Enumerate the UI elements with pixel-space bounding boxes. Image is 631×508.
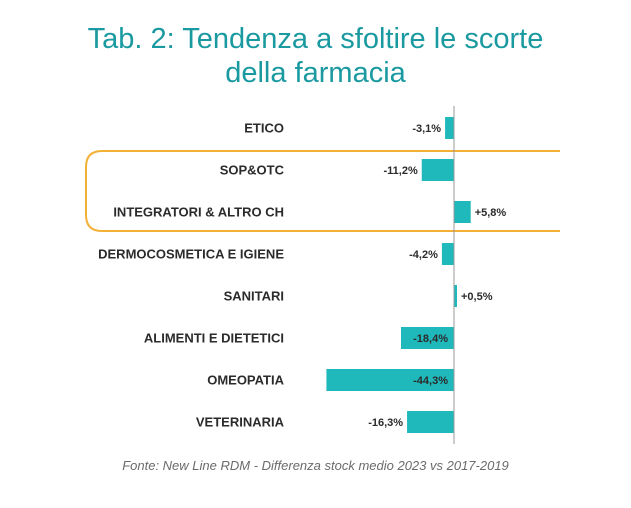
value-label: +0,5%	[461, 291, 493, 303]
bar	[407, 411, 454, 433]
value-label: -11,2%	[383, 165, 417, 177]
category-label: SANITARI	[224, 289, 284, 304]
chart-title-line-2: della farmacia	[225, 57, 406, 89]
value-label: -16,3%	[368, 417, 403, 429]
bar	[421, 159, 454, 181]
value-label: -3,1%	[412, 123, 441, 135]
source-note: Fonte: New Line RDM - Differenza stock m…	[122, 458, 509, 473]
chart-title: Tab. 2: Tendenza a sfoltire le scorte de…	[0, 22, 631, 90]
category-label: ALIMENTI E DIETETICI	[144, 331, 284, 346]
category-label: VETERINARIA	[196, 415, 285, 430]
bar	[401, 327, 454, 349]
category-label: DERMOCOSMETICA E IGIENE	[98, 247, 284, 262]
bar	[454, 285, 457, 307]
category-label: SOP&OTC	[220, 163, 285, 178]
value-label: -4,2%	[409, 249, 438, 261]
bar	[441, 243, 454, 265]
highlight-frame	[85, 150, 560, 232]
category-label: INTEGRATORI & ALTRO CH	[113, 205, 284, 220]
value-label: -44,3%	[413, 375, 448, 387]
bar	[445, 117, 454, 139]
value-label: +5,8%	[475, 207, 507, 219]
bar	[326, 369, 454, 391]
category-label: ETICO	[244, 121, 284, 136]
chart-title-line-1: Tab. 2: Tendenza a sfoltire le scorte	[87, 23, 544, 55]
category-label: OMEOPATIA	[207, 373, 284, 388]
bar	[454, 201, 471, 223]
value-label: -18,4%	[413, 333, 448, 345]
